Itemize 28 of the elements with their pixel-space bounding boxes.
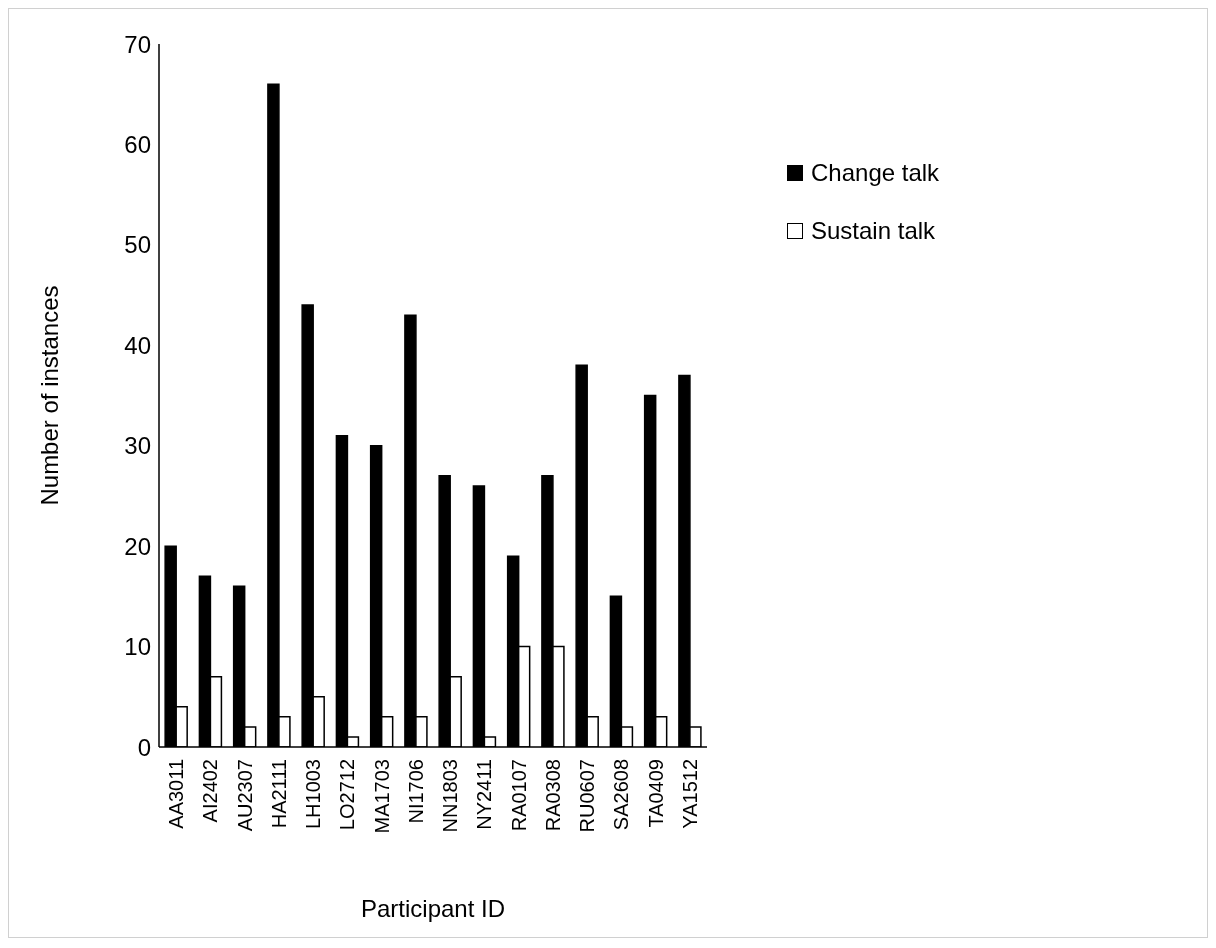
x-tick-label: NY2411	[473, 759, 496, 830]
x-tick-label: LO2712	[336, 759, 359, 831]
x-tick-label: YA1512	[678, 759, 701, 829]
x-tick-label: RU0607	[576, 759, 599, 833]
x-tick-label: RA0308	[541, 759, 564, 832]
x-tick-label: MA1703	[370, 759, 393, 834]
y-tick-label: 0	[137, 733, 151, 761]
x-tick-label: LH1003	[302, 759, 325, 830]
legend-label: Change talk	[811, 159, 940, 187]
y-axis-title: Number of instances	[35, 285, 63, 506]
legend-label: Sustain talk	[811, 217, 936, 245]
y-tick-label: 10	[124, 633, 151, 661]
x-tick-label: AI2402	[199, 759, 222, 823]
x-tick-label: NI1706	[404, 759, 427, 824]
y-tick-label: 30	[124, 432, 151, 460]
x-tick-label: RA0107	[507, 759, 530, 832]
y-tick-label: 20	[124, 532, 151, 560]
x-tick-label: SA2608	[610, 759, 633, 831]
y-tick-label: 60	[124, 130, 151, 158]
x-tick-label: TA0409	[644, 759, 667, 828]
x-tick-label: AU2307	[233, 759, 256, 832]
x-tick-label: NN1803	[439, 759, 462, 833]
x-axis-title: Participant ID	[360, 895, 506, 922]
y-tick-label: 40	[124, 331, 151, 359]
y-tick-label: 50	[124, 231, 151, 259]
x-tick-label: AA3011	[165, 759, 188, 829]
y-tick-label: 70	[124, 30, 151, 58]
x-tick-label: HA2111	[267, 759, 290, 829]
